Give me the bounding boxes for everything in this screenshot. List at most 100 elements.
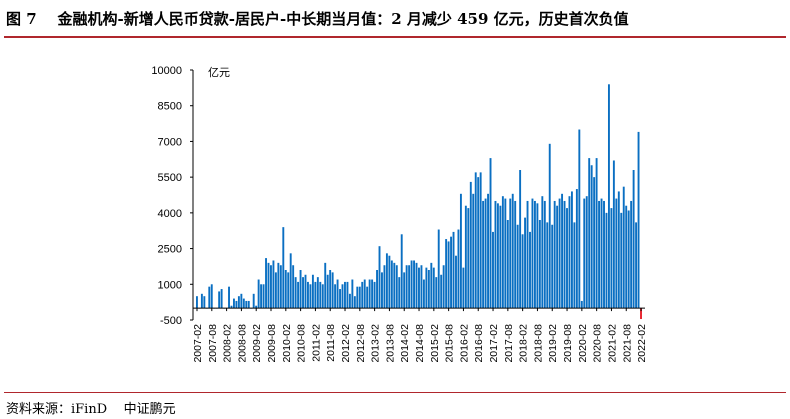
bar — [640, 308, 642, 320]
x-tick-label: 2018-02 — [518, 324, 530, 363]
x-tick-label: 2008-08 — [236, 324, 248, 363]
bar — [385, 253, 388, 309]
bar — [575, 189, 578, 309]
bar — [208, 286, 211, 309]
x-tick-label: 2016-02 — [458, 324, 470, 363]
bar — [590, 165, 593, 309]
bar — [393, 262, 396, 309]
bar — [600, 198, 603, 309]
bar — [494, 200, 497, 309]
bar — [279, 265, 282, 309]
bar — [607, 84, 610, 309]
bar — [627, 210, 630, 309]
y-tick-label: 10000 — [151, 65, 182, 77]
bar — [262, 284, 265, 309]
bar — [245, 300, 248, 309]
bar — [282, 227, 285, 309]
bar — [457, 229, 460, 309]
x-tick-label: 2010-08 — [296, 324, 308, 363]
x-tick-label: 2018-08 — [532, 324, 544, 363]
bar — [218, 291, 221, 309]
bar — [307, 281, 309, 309]
bar — [346, 281, 349, 309]
bar — [568, 196, 571, 309]
bar — [620, 212, 623, 309]
bar — [422, 279, 425, 309]
x-tick-label: 2013-08 — [384, 324, 396, 363]
bar — [595, 158, 598, 309]
x-tick-label: 2012-08 — [355, 324, 367, 363]
bar — [548, 143, 551, 309]
bar — [368, 279, 371, 309]
bar — [297, 281, 300, 309]
bar — [415, 262, 418, 309]
bar — [484, 198, 487, 309]
bar — [427, 270, 430, 309]
bar — [267, 262, 270, 309]
y-tick-label: 5500 — [158, 172, 182, 184]
source-note: 资料来源：iFinD 中证鹏元 — [6, 402, 176, 417]
bar — [615, 198, 618, 309]
bar — [274, 272, 277, 309]
x-tick-label: 2020-08 — [592, 324, 604, 363]
bar — [321, 284, 324, 309]
bar — [617, 191, 620, 309]
bar — [363, 279, 366, 309]
x-tick-label: 2007-02 — [192, 324, 204, 363]
x-tick-label: 2019-02 — [547, 324, 559, 363]
bar — [570, 191, 573, 309]
bar — [529, 231, 531, 309]
bar — [388, 255, 391, 309]
bar — [509, 198, 512, 309]
bar — [408, 265, 411, 309]
bar — [612, 160, 615, 309]
y-tick-label: 1000 — [158, 279, 182, 291]
bar — [605, 212, 608, 309]
bar — [489, 158, 492, 309]
bar — [632, 170, 635, 309]
bar — [524, 217, 527, 309]
bar — [400, 234, 403, 309]
bar — [331, 272, 334, 309]
bar — [625, 205, 628, 309]
bar — [578, 129, 581, 309]
bar — [445, 239, 448, 309]
bar — [348, 293, 351, 309]
x-tick-label: 2017-02 — [488, 324, 500, 363]
bar — [228, 286, 230, 309]
bar — [598, 200, 601, 309]
x-tick-label: 2020-02 — [577, 324, 589, 363]
bar — [479, 172, 482, 309]
bar — [501, 196, 504, 309]
bar — [344, 281, 346, 309]
bar — [482, 200, 485, 309]
bar — [462, 267, 465, 309]
bar — [499, 205, 502, 309]
bar — [469, 181, 472, 309]
bar — [314, 281, 317, 309]
bar — [371, 279, 374, 309]
bar — [210, 284, 213, 309]
y-tick-label: 8500 — [158, 101, 182, 113]
x-tick-label: 2016-08 — [473, 324, 485, 363]
bar — [200, 293, 203, 309]
bar — [435, 277, 438, 309]
bar — [464, 205, 467, 309]
x-tick-label: 2021-02 — [606, 324, 618, 363]
bar — [336, 279, 339, 309]
bar-chart: -500 1000 2500 4000 5500 7000 8500 10000 亿元 2007-… — [151, 65, 648, 363]
bar — [319, 281, 322, 309]
x-tick-label: 2017-08 — [503, 324, 515, 363]
bar — [257, 279, 260, 309]
bar — [447, 241, 450, 309]
bar — [376, 270, 378, 309]
bar — [203, 296, 206, 309]
bar — [235, 300, 238, 309]
bar — [237, 296, 240, 309]
x-tick-label: 2015-02 — [429, 324, 441, 363]
bar — [287, 272, 290, 309]
y-tick-label: 7000 — [158, 136, 182, 148]
bar — [334, 284, 337, 309]
bar — [284, 270, 287, 309]
x-tick-label: 2008-02 — [222, 324, 234, 363]
